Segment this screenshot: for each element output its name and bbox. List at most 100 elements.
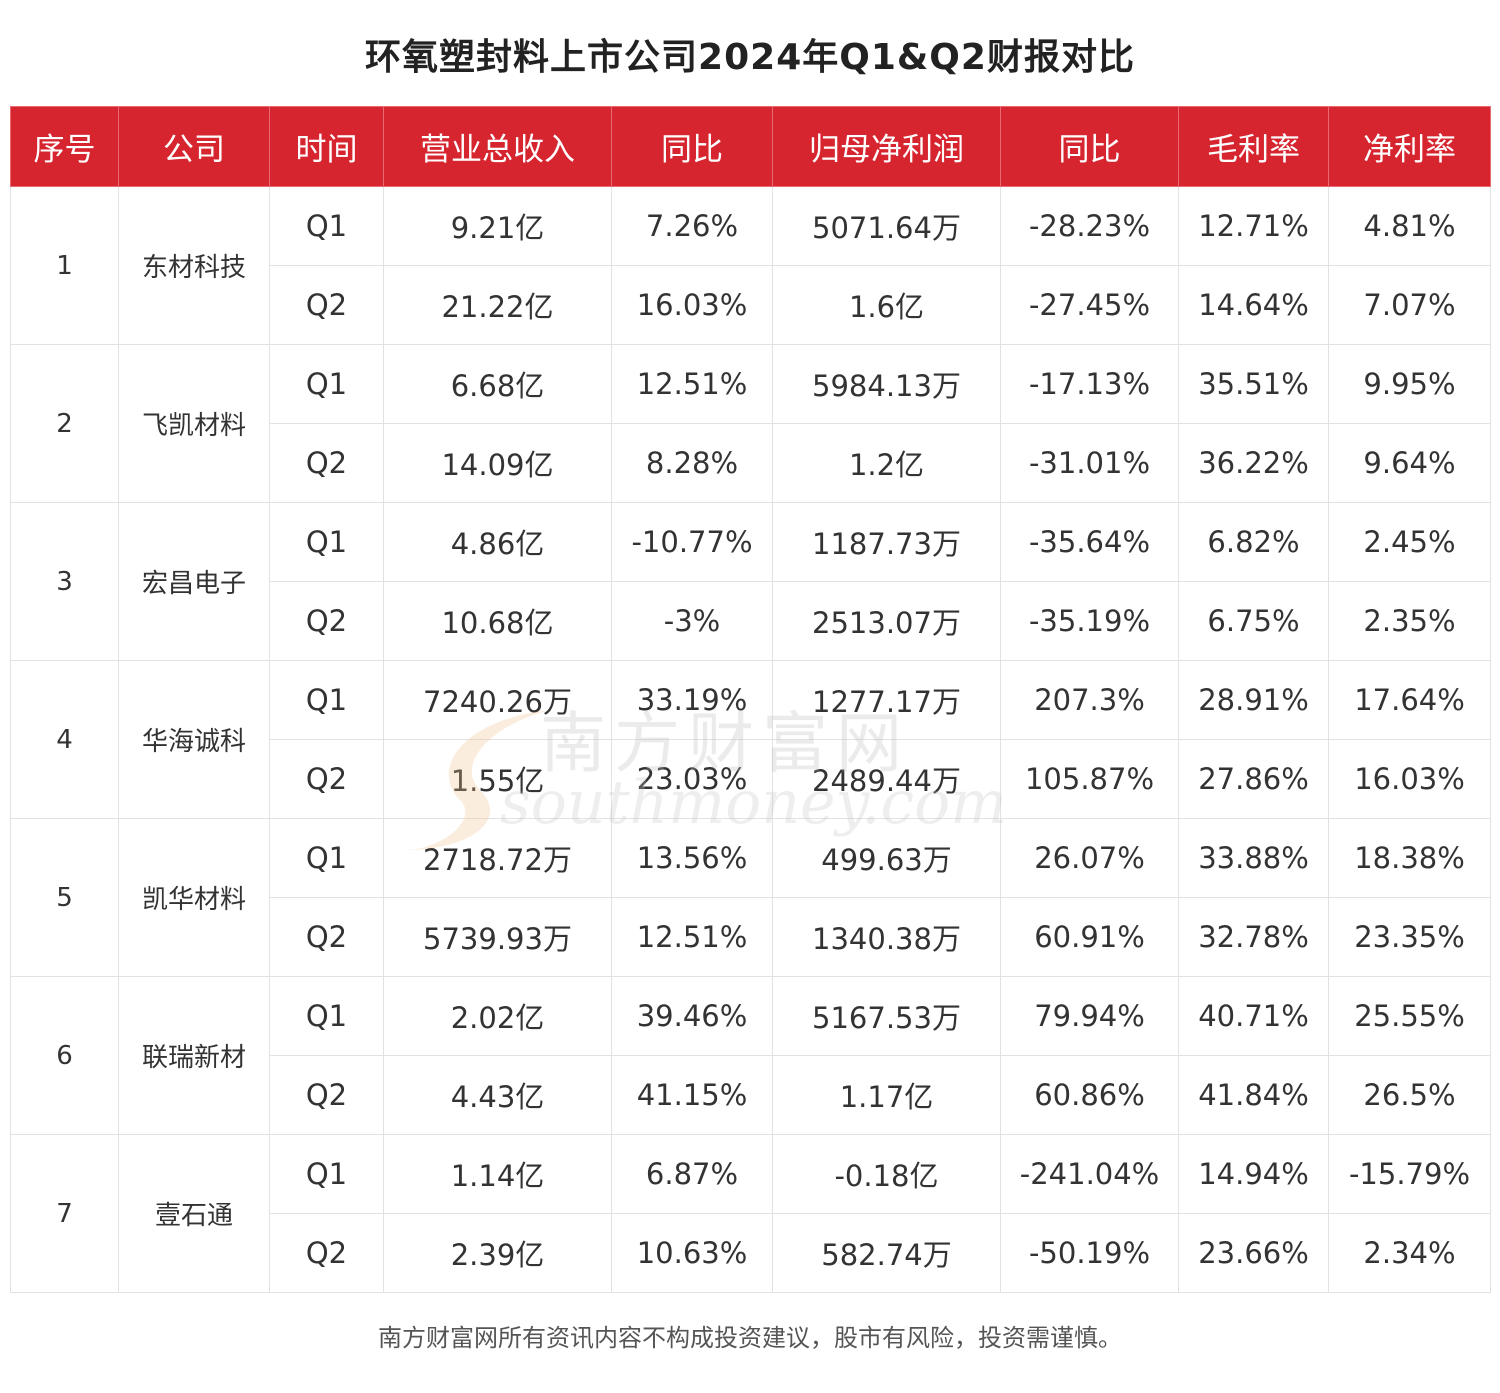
revenue-yoy-cell: 13.56% bbox=[611, 818, 773, 898]
page-title: 环氧塑封料上市公司2024年Q1&Q2财报对比 bbox=[365, 37, 1135, 78]
index-cell: 5 bbox=[10, 818, 119, 977]
revenue-cell: 1.55亿 bbox=[383, 739, 612, 819]
gross-margin-cell: 12.71% bbox=[1178, 186, 1329, 266]
net-profit-cell: 582.74万 bbox=[772, 1213, 1001, 1293]
revenue-yoy-cell: 6.87% bbox=[611, 1134, 773, 1214]
company-cell: 壹石通 bbox=[118, 1134, 270, 1293]
table-row: Q2 5739.93万 12.51% 1340.38万 60.91% 32.78% 23.3… bbox=[11, 897, 1491, 977]
table-row: Q2 4.43亿 41.15% 1.17亿 60.86% 41.84% 26.5% bbox=[11, 1055, 1491, 1135]
revenue-cell: 21.22亿 bbox=[383, 265, 612, 345]
table-row: 1 东材科技 Q1 9.21亿 7.26% 5071.64万 -28.23% 12.71% 4.… bbox=[10, 186, 1491, 345]
company-cell: 宏昌电子 bbox=[118, 502, 270, 661]
company-cell: 联瑞新材 bbox=[118, 976, 270, 1135]
index-cell: 3 bbox=[10, 502, 119, 661]
header-index: 序号 bbox=[10, 106, 119, 187]
gross-margin-cell: 6.75% bbox=[1178, 581, 1329, 661]
net-margin-cell: 2.45% bbox=[1328, 502, 1491, 582]
period-cell: Q2 bbox=[269, 265, 384, 345]
revenue-yoy-cell: -3% bbox=[611, 581, 773, 661]
table-row: Q2 1.55亿 23.03% 2489.44万 105.87% 27.86% 16.03% bbox=[11, 739, 1491, 819]
header-company: 公司 bbox=[118, 106, 270, 187]
net-margin-cell: 7.07% bbox=[1328, 265, 1491, 345]
company-cell: 凯华材料 bbox=[118, 818, 270, 977]
revenue-yoy-cell: 33.19% bbox=[611, 660, 773, 740]
revenue-cell: 14.09亿 bbox=[383, 423, 612, 503]
net-margin-cell: 26.5% bbox=[1328, 1055, 1491, 1135]
period-cell: Q1 bbox=[269, 976, 384, 1056]
table-row: 6 联瑞新材 Q1 2.02亿 39.46% 5167.53万 79.94% 40.71% 25… bbox=[10, 976, 1491, 1135]
net-profit-cell: 2489.44万 bbox=[772, 739, 1001, 819]
company-cell: 飞凯材料 bbox=[118, 344, 270, 503]
period-cell: Q2 bbox=[269, 739, 384, 819]
net-margin-cell: 9.95% bbox=[1328, 344, 1491, 424]
gross-margin-cell: 23.66% bbox=[1178, 1213, 1329, 1293]
period-cell: Q1 bbox=[269, 344, 384, 424]
revenue-yoy-cell: 12.51% bbox=[611, 897, 773, 977]
net-profit-cell: 1.6亿 bbox=[772, 265, 1001, 345]
net-profit-cell: 5167.53万 bbox=[772, 976, 1001, 1056]
gross-margin-cell: 14.94% bbox=[1178, 1134, 1329, 1214]
profit-yoy-cell: -35.64% bbox=[1000, 502, 1179, 582]
index-cell: 4 bbox=[10, 660, 119, 819]
net-profit-cell: 499.63万 bbox=[772, 818, 1001, 898]
financial-comparison-table: 序号 公司 时间 营业总收入 同比 归母净利润 同比 毛利率 净利率 1 东材科技… bbox=[10, 106, 1491, 1293]
revenue-yoy-cell: 7.26% bbox=[611, 186, 773, 266]
period-cell: Q2 bbox=[269, 581, 384, 661]
net-margin-cell: 4.81% bbox=[1328, 186, 1491, 266]
period-cell: Q2 bbox=[269, 423, 384, 503]
profit-yoy-cell: -28.23% bbox=[1000, 186, 1179, 266]
revenue-cell: 4.43亿 bbox=[383, 1055, 612, 1135]
profit-yoy-cell: 60.91% bbox=[1000, 897, 1179, 977]
gross-margin-cell: 14.64% bbox=[1178, 265, 1329, 345]
net-margin-cell: 18.38% bbox=[1328, 818, 1491, 898]
revenue-yoy-cell: -10.77% bbox=[611, 502, 773, 582]
revenue-cell: 5739.93万 bbox=[383, 897, 612, 977]
net-profit-cell: 1.17亿 bbox=[772, 1055, 1001, 1135]
table-row: 5 凯华材料 Q1 2718.72万 13.56% 499.63万 26.07% 33.88%… bbox=[10, 818, 1491, 977]
net-profit-cell: 5071.64万 bbox=[772, 186, 1001, 266]
profit-yoy-cell: -241.04% bbox=[1000, 1134, 1179, 1214]
table-row: 2 飞凯材料 Q1 6.68亿 12.51% 5984.13万 -17.13% 35.51% 9… bbox=[10, 344, 1491, 503]
profit-yoy-cell: 207.3% bbox=[1000, 660, 1179, 740]
index-cell: 2 bbox=[10, 344, 119, 503]
period-cell: Q1 bbox=[269, 818, 384, 898]
period-cell: Q1 bbox=[269, 660, 384, 740]
net-margin-cell: 25.55% bbox=[1328, 976, 1491, 1056]
header-net-profit: 归母净利润 bbox=[772, 106, 1001, 187]
net-profit-cell: 1277.17万 bbox=[772, 660, 1001, 740]
net-profit-cell: 1.2亿 bbox=[772, 423, 1001, 503]
revenue-cell: 4.86亿 bbox=[383, 502, 612, 582]
period-cell: Q1 bbox=[269, 502, 384, 582]
index-cell: 7 bbox=[10, 1134, 119, 1293]
revenue-cell: 2718.72万 bbox=[383, 818, 612, 898]
header-revenue: 营业总收入 bbox=[383, 106, 612, 187]
header-net-margin: 净利率 bbox=[1328, 106, 1491, 187]
profit-yoy-cell: 79.94% bbox=[1000, 976, 1179, 1056]
period-cell: Q2 bbox=[269, 1213, 384, 1293]
revenue-yoy-cell: 39.46% bbox=[611, 976, 773, 1056]
net-margin-cell: 17.64% bbox=[1328, 660, 1491, 740]
revenue-yoy-cell: 12.51% bbox=[611, 344, 773, 424]
net-margin-cell: -15.79% bbox=[1328, 1134, 1491, 1214]
table-row: Q2 10.68亿 -3% 2513.07万 -35.19% 6.75% 2.35% bbox=[11, 581, 1491, 661]
net-margin-cell: 16.03% bbox=[1328, 739, 1491, 819]
profit-yoy-cell: 26.07% bbox=[1000, 818, 1179, 898]
gross-margin-cell: 28.91% bbox=[1178, 660, 1329, 740]
revenue-cell: 2.39亿 bbox=[383, 1213, 612, 1293]
table-row: 3 宏昌电子 Q1 4.86亿 -10.77% 1187.73万 -35.64% 6.82% 2… bbox=[10, 502, 1491, 661]
revenue-cell: 10.68亿 bbox=[383, 581, 612, 661]
net-profit-cell: 5984.13万 bbox=[772, 344, 1001, 424]
revenue-yoy-cell: 41.15% bbox=[611, 1055, 773, 1135]
company-cell: 东材科技 bbox=[118, 186, 270, 345]
profit-yoy-cell: -27.45% bbox=[1000, 265, 1179, 345]
gross-margin-cell: 41.84% bbox=[1178, 1055, 1329, 1135]
profit-yoy-cell: -35.19% bbox=[1000, 581, 1179, 661]
table-row: Q2 2.39亿 10.63% 582.74万 -50.19% 23.66% 2.34% bbox=[11, 1213, 1491, 1293]
net-profit-cell: -0.18亿 bbox=[772, 1134, 1001, 1214]
revenue-cell: 6.68亿 bbox=[383, 344, 612, 424]
net-margin-cell: 23.35% bbox=[1328, 897, 1491, 977]
period-cell: Q2 bbox=[269, 897, 384, 977]
company-cell: 华海诚科 bbox=[118, 660, 270, 819]
period-cell: Q1 bbox=[269, 1134, 384, 1214]
header-revenue-yoy: 同比 bbox=[611, 106, 773, 187]
